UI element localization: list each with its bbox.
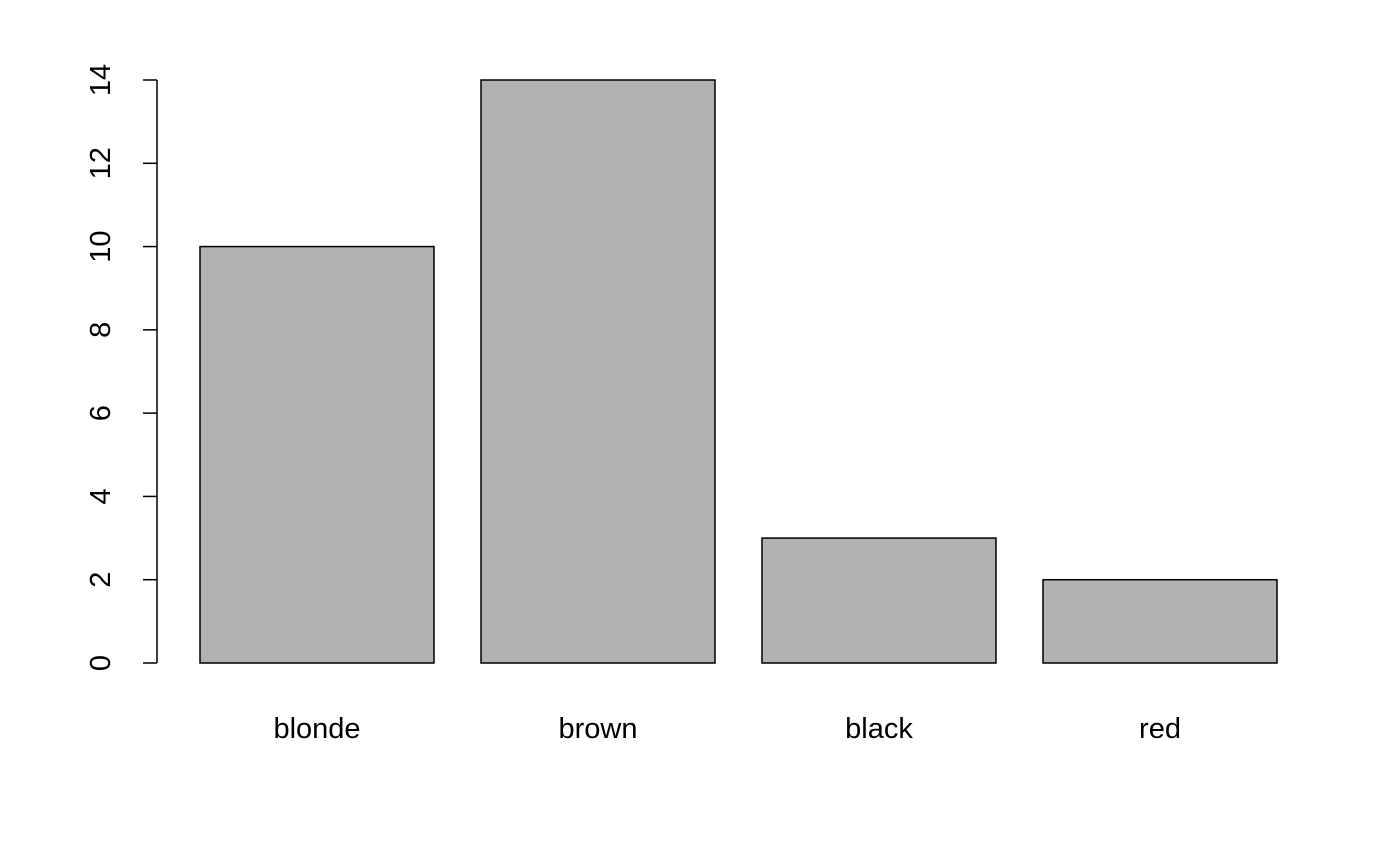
bars-group (199, 79, 1278, 664)
bar-brown (480, 79, 716, 664)
y-axis: 0 2 4 6 8 10 12 14 (85, 64, 158, 671)
bar-red (1042, 578, 1278, 664)
y-tick-label: 4 (85, 488, 117, 504)
x-tick-label-brown: brown (559, 713, 638, 745)
x-axis-labels: blonde brown black red (273, 713, 1181, 745)
y-tick-label: 6 (85, 405, 117, 421)
x-tick-label-red: red (1139, 713, 1181, 745)
y-tick-label: 10 (85, 230, 117, 262)
y-tick-label: 14 (85, 64, 117, 96)
y-tick-label: 0 (85, 655, 117, 671)
bar-black (761, 537, 997, 664)
x-tick-label-black: black (845, 713, 913, 745)
bar-blonde (199, 245, 435, 664)
y-tick-label: 12 (85, 147, 117, 179)
y-tick-label: 8 (85, 322, 117, 338)
x-tick-label-blonde: blonde (273, 713, 360, 745)
y-tick-label: 2 (85, 572, 117, 588)
